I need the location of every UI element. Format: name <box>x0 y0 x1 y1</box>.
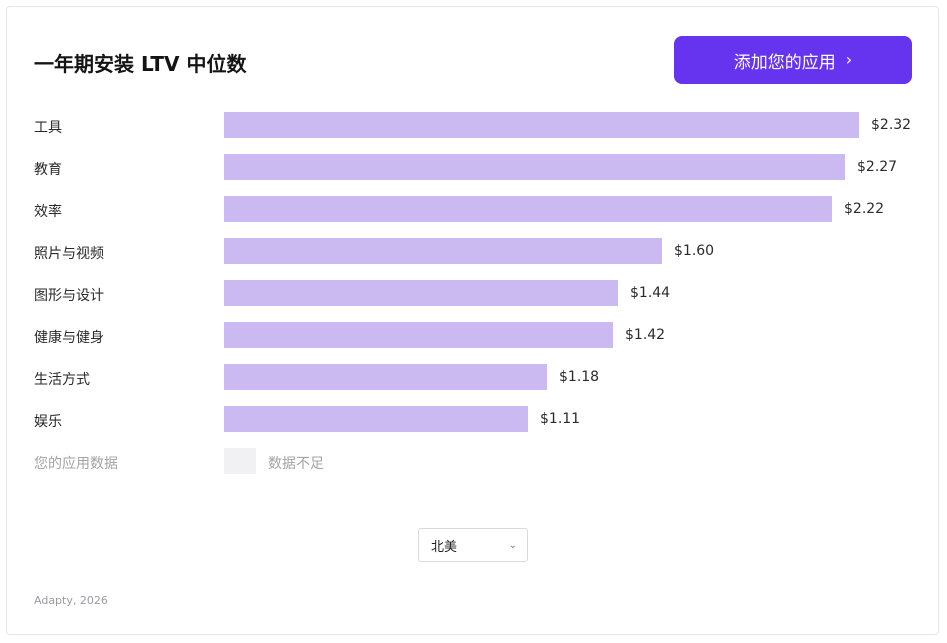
bar <box>224 322 613 348</box>
chevron-down-icon: ⌄ <box>508 539 517 551</box>
region-select[interactable]: 北美 ⌄ <box>418 528 528 562</box>
bar <box>224 406 528 432</box>
your-app-placeholder-bar <box>224 448 256 474</box>
value-label: $2.32 <box>871 117 912 133</box>
value-label: $1.11 <box>540 411 581 427</box>
bar-row: 教育 $2.27 <box>0 154 947 182</box>
source-footer: Adapty, 2026 <box>34 594 108 607</box>
bar <box>224 364 547 390</box>
category-label: 健康与健身 <box>34 330 104 346</box>
your-app-label: 您的应用数据 <box>34 456 118 472</box>
bar-row: 生活方式 $1.18 <box>0 364 947 392</box>
bar <box>224 238 662 264</box>
insufficient-data-note: 数据不足 <box>268 456 324 472</box>
value-label: $1.60 <box>674 243 715 259</box>
bar-row: 效率 $2.22 <box>0 196 947 224</box>
bar-row: 图形与设计 $1.44 <box>0 280 947 308</box>
category-label: 图形与设计 <box>34 288 104 304</box>
value-label: $1.44 <box>630 285 671 301</box>
bar <box>224 112 859 138</box>
category-label: 教育 <box>34 162 62 178</box>
value-label: $2.27 <box>857 159 898 175</box>
add-your-app-label: 添加您的应用 <box>733 52 836 73</box>
category-label: 娱乐 <box>34 414 62 430</box>
bar <box>224 196 832 222</box>
your-app-row: 您的应用数据 数据不足 <box>0 448 947 476</box>
category-label: 效率 <box>34 204 62 220</box>
bar-row: 健康与健身 $1.42 <box>0 322 947 350</box>
value-label: $1.42 <box>625 327 666 343</box>
category-label: 生活方式 <box>34 372 90 388</box>
category-label: 工具 <box>34 120 62 136</box>
add-your-app-button[interactable]: 添加您的应用 › <box>674 36 912 84</box>
bar-row: 照片与视频 $1.60 <box>0 238 947 266</box>
region-select-value: 北美 <box>431 539 458 555</box>
bar <box>224 280 618 306</box>
bar-row: 娱乐 $1.11 <box>0 406 947 434</box>
category-label: 照片与视频 <box>34 246 104 262</box>
chart-title: 一年期安装 LTV 中位数 <box>34 52 247 76</box>
bar <box>224 154 845 180</box>
chevron-right-icon: › <box>845 50 853 69</box>
value-label: $1.18 <box>559 369 600 385</box>
value-label: $2.22 <box>844 201 885 217</box>
bar-row: 工具 $2.32 <box>0 112 947 140</box>
